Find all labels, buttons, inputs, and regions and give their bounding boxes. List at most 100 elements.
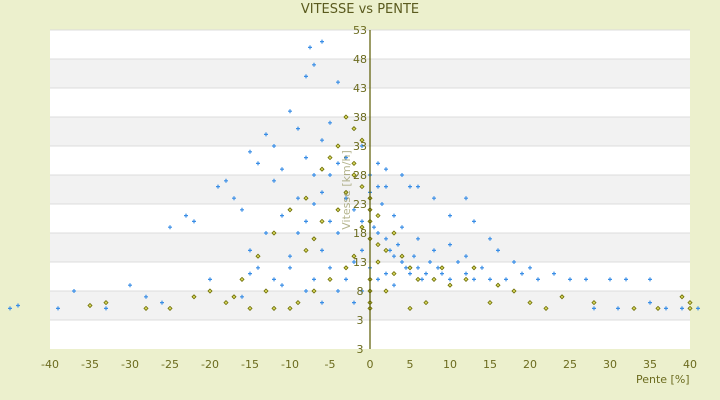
data-point — [423, 300, 429, 306]
data-point — [335, 207, 341, 213]
data-point — [463, 276, 469, 282]
data-point — [400, 260, 404, 264]
data-point — [327, 155, 333, 161]
data-point — [160, 300, 164, 305]
data-point — [312, 202, 316, 206]
x-tick-label: -20 — [201, 358, 219, 371]
data-point — [376, 184, 380, 189]
data-point — [464, 271, 468, 276]
data-point — [383, 247, 389, 253]
data-point — [288, 109, 292, 114]
data-point — [420, 277, 424, 282]
data-point — [432, 248, 436, 253]
data-point — [247, 305, 253, 311]
data-point — [416, 265, 420, 270]
data-point — [384, 167, 388, 172]
data-point — [208, 277, 212, 282]
x-tick-label: 0 — [367, 358, 374, 371]
data-point — [648, 300, 652, 305]
data-point — [488, 236, 492, 241]
data-point — [224, 178, 228, 183]
y-tick-label: 48 — [353, 53, 367, 66]
data-point — [384, 236, 388, 241]
data-point — [264, 132, 268, 137]
data-point — [295, 300, 301, 306]
data-point — [336, 161, 340, 166]
data-point — [223, 300, 229, 306]
data-point — [240, 294, 244, 299]
y-tick-label: 38 — [353, 111, 367, 124]
data-point — [303, 195, 309, 201]
data-point — [439, 265, 445, 271]
data-point — [648, 277, 652, 282]
data-point — [448, 213, 452, 218]
data-point — [412, 254, 416, 259]
data-point — [436, 265, 440, 270]
data-point — [319, 166, 325, 172]
data-point — [416, 184, 420, 189]
data-point — [320, 138, 324, 143]
data-point — [696, 306, 700, 311]
data-point — [320, 39, 324, 44]
data-point — [335, 143, 341, 149]
data-point — [495, 282, 501, 288]
data-point — [504, 277, 508, 282]
x-tick-label: 10 — [443, 358, 457, 371]
data-point — [687, 305, 693, 311]
data-point — [103, 300, 109, 306]
data-point — [16, 303, 20, 308]
data-point — [296, 196, 300, 201]
data-point — [304, 155, 308, 160]
data-point — [144, 294, 148, 299]
data-point — [391, 230, 397, 236]
data-point — [584, 277, 588, 282]
data-point — [528, 265, 532, 270]
data-point — [343, 189, 349, 195]
data-point — [288, 254, 292, 259]
data-point — [239, 276, 245, 282]
x-tick-label: 25 — [563, 358, 577, 371]
data-point — [432, 196, 436, 201]
data-point — [568, 277, 572, 282]
data-point — [392, 254, 396, 259]
y-tick-label: 3 — [357, 343, 364, 356]
data-point — [372, 225, 376, 230]
data-point — [359, 184, 365, 190]
data-point — [207, 288, 213, 294]
data-point — [431, 276, 437, 282]
data-point — [288, 265, 292, 270]
y-tick-label: 18 — [353, 227, 367, 240]
data-point — [128, 283, 132, 288]
data-point — [400, 173, 404, 177]
data-point — [512, 260, 516, 264]
data-point — [296, 126, 300, 131]
data-point — [384, 184, 388, 189]
data-point — [687, 300, 693, 306]
data-point — [416, 236, 420, 241]
data-point — [312, 173, 316, 177]
x-tick-label: -25 — [161, 358, 179, 371]
data-point — [336, 289, 340, 293]
data-point — [376, 231, 380, 235]
data-point — [464, 196, 468, 201]
data-point — [359, 137, 365, 143]
data-point — [344, 196, 348, 201]
data-point — [376, 277, 380, 282]
data-point — [351, 126, 357, 132]
data-point — [72, 289, 76, 293]
data-point — [232, 196, 236, 201]
data-point — [456, 260, 460, 264]
x-tick-label: 5 — [407, 358, 414, 371]
data-point — [360, 248, 364, 253]
data-point — [280, 167, 284, 172]
data-point — [263, 288, 269, 294]
data-point — [303, 247, 309, 253]
data-point — [104, 306, 108, 311]
data-point — [543, 305, 549, 311]
data-point — [664, 306, 668, 311]
data-point — [311, 288, 317, 294]
data-point — [552, 271, 556, 276]
data-point — [536, 277, 540, 282]
y-tick-label: 13 — [353, 256, 367, 269]
data-point — [440, 271, 444, 276]
